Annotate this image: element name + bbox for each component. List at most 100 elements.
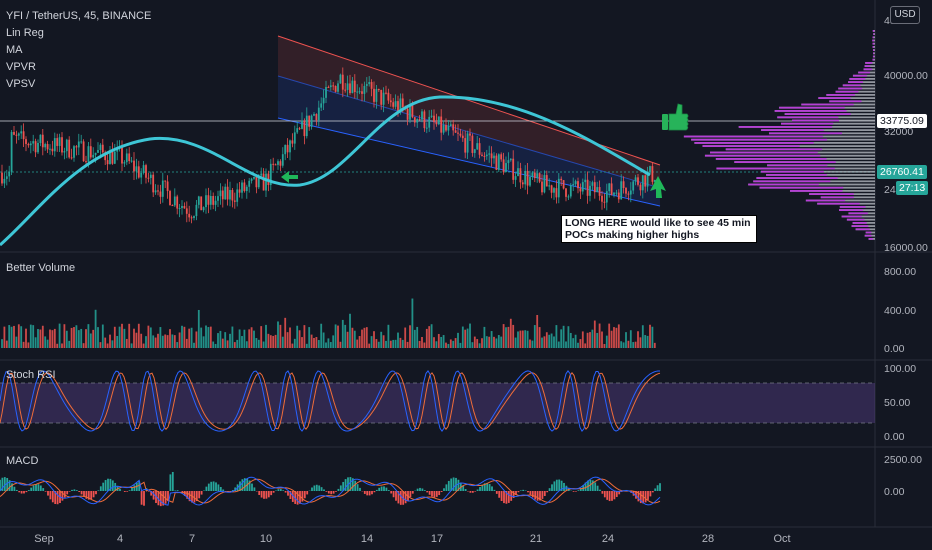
macd-hist-bar [248, 480, 251, 491]
candle-body [464, 138, 467, 153]
candle-body [142, 165, 145, 173]
volume-bar [32, 325, 35, 348]
macd-hist-bar [107, 478, 109, 491]
candle-body [214, 200, 217, 205]
candle-body [121, 146, 123, 164]
candle-body [430, 115, 433, 117]
volume-bar [214, 343, 217, 348]
currency-button[interactable]: USD [890, 6, 920, 24]
macd-hist-bar [651, 491, 654, 493]
candle-body [401, 98, 404, 107]
candle-body [140, 172, 143, 178]
macd-hist-bar [325, 491, 328, 492]
volume-bar [543, 336, 546, 348]
candle-body [548, 185, 551, 187]
candle-body [1, 172, 3, 184]
volume-bar [111, 340, 114, 348]
macd-hist-bar [462, 485, 465, 491]
candle-body [20, 131, 23, 134]
vp-bar-up [805, 199, 846, 202]
pane-title-stoch[interactable]: Stoch RSI [6, 369, 56, 381]
macd-hist-bar [366, 491, 369, 496]
candle-body [615, 192, 618, 194]
macd-hist-bar [104, 480, 107, 491]
candle-body [293, 132, 296, 144]
candle-body [308, 115, 311, 127]
volume-bar [471, 342, 474, 348]
macd-hist-bar [647, 491, 649, 500]
indicator-vpvr[interactable]: VPVR [6, 61, 36, 73]
vp-bar-up [865, 62, 873, 64]
green-left-arrow-icon [281, 171, 298, 183]
candle-body [380, 89, 383, 105]
candle-body [327, 86, 330, 88]
vp-bar-up [768, 132, 842, 135]
candle-body [481, 154, 483, 156]
candle-body [649, 166, 651, 173]
candle-body [445, 125, 447, 131]
volume-bar [329, 342, 332, 348]
macd-hist-bar [71, 489, 73, 491]
volume-bar [49, 329, 51, 348]
volume-bar [531, 340, 534, 348]
volume-bar [10, 326, 13, 348]
candle-body [183, 205, 186, 209]
macd [0, 471, 661, 507]
candle-body [8, 171, 11, 177]
candle-body [44, 144, 47, 148]
pane-title-volume[interactable]: Better Volume [6, 262, 76, 274]
candle-body [346, 83, 349, 90]
macd-hist-bar [611, 491, 613, 501]
candle-body [485, 154, 488, 157]
candle-body [637, 177, 639, 185]
annotation-note[interactable]: LONG HERE would like to see 45 min POCs … [561, 215, 757, 243]
volume-bar [637, 331, 639, 348]
candle-body [385, 92, 387, 94]
volume-bar [351, 327, 354, 348]
volume-bar [608, 323, 611, 348]
volume-bar [509, 318, 512, 348]
candle-body [37, 142, 39, 153]
vp-bar-up [702, 145, 800, 147]
candle-body [541, 181, 543, 193]
volume-bar [241, 336, 243, 348]
candle-body [339, 74, 342, 84]
time-tick-label: 24 [602, 533, 614, 545]
volume-bar [68, 340, 71, 348]
macd-hist-bar [200, 491, 203, 495]
candle-body [399, 98, 402, 112]
candle-body [197, 196, 200, 205]
candle-body [351, 80, 354, 94]
volume-bar [634, 341, 637, 348]
macd-hist-bar [656, 485, 659, 491]
volume-bar [269, 335, 272, 348]
volume-bar [521, 330, 524, 348]
macd-hist-bar [579, 487, 582, 491]
vp-bar-up [683, 135, 823, 138]
candle-body [519, 168, 522, 183]
macd-hist-bar [131, 487, 133, 491]
candle-body [277, 161, 279, 165]
macd-hist-bar [32, 485, 35, 491]
volume-bar [653, 342, 656, 348]
volume-bar [135, 332, 138, 348]
volume-bar [418, 340, 421, 348]
indicator-lin-reg[interactable]: Lin Reg [6, 27, 44, 39]
candle-body [188, 213, 191, 218]
macd-hist-bar [399, 491, 402, 505]
macd-hist-bar [61, 491, 64, 501]
candle-body [447, 125, 450, 131]
macd-hist-bar [455, 477, 457, 491]
symbol-title[interactable]: YFI / TetherUS, 45, BINANCE [6, 10, 152, 22]
candle-body [454, 130, 457, 133]
macd-hist-bar [452, 477, 455, 491]
indicator-vpsv[interactable]: VPSV [6, 78, 36, 90]
indicator-ma[interactable]: MA [6, 44, 23, 56]
macd-hist-bar [162, 491, 165, 506]
candle-body [238, 189, 241, 193]
vp-bar-up [826, 94, 855, 96]
macd-hist-bar [311, 487, 313, 491]
volume-bar [137, 323, 140, 348]
stoch-tick-label: 100.00 [884, 363, 916, 375]
pane-title-macd[interactable]: MACD [6, 455, 39, 467]
